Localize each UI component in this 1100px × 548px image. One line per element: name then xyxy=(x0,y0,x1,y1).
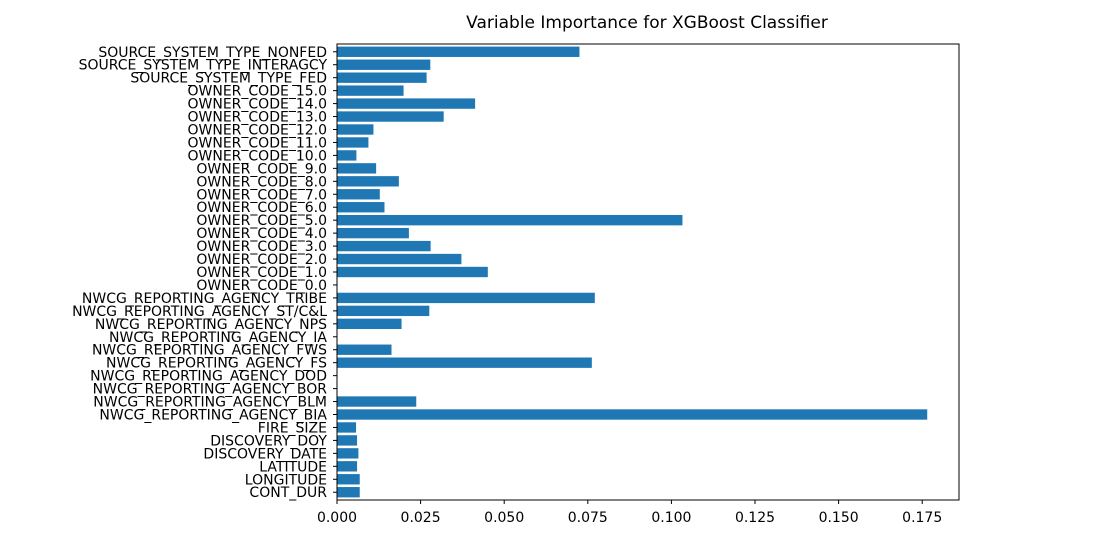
y-tick-label: SOURCE_SYSTEM_TYPE_INTERAGCY xyxy=(79,58,328,74)
bar xyxy=(337,422,357,433)
y-ticks-group: CONT_DURLONGITUDELATITUDEDISCOVERY_DATED… xyxy=(72,45,337,501)
y-tick-label: OWNER_CODE_7.0 xyxy=(196,187,327,203)
y-tick-label: OWNER_CODE_10.0 xyxy=(187,148,327,164)
bar xyxy=(337,202,385,213)
y-tick-label: NWCG_REPORTING_AGENCY_IA xyxy=(109,330,327,346)
bar xyxy=(337,150,357,161)
y-tick-label: CONT_DUR xyxy=(249,485,327,501)
x-tick-label: 0.000 xyxy=(317,510,357,526)
y-tick-label: SOURCE_SYSTEM_TYPE_FED xyxy=(130,71,327,87)
bar xyxy=(337,137,369,148)
y-tick-label: NWCG_REPORTING_AGENCY_FS xyxy=(106,356,327,372)
y-tick-label: LATITUDE xyxy=(259,459,327,475)
x-tick-label: 0.025 xyxy=(401,510,441,526)
bar xyxy=(337,59,431,70)
bar xyxy=(337,111,444,122)
y-tick-label: OWNER_CODE_6.0 xyxy=(196,200,327,216)
y-tick-label: NWCG_REPORTING_AGENCY_FWS xyxy=(92,343,327,359)
bar xyxy=(337,266,488,278)
x-tick-label: 0.175 xyxy=(902,510,942,526)
y-tick-label: NWCG_REPORTING_AGENCY_ST/C&L xyxy=(72,304,327,320)
x-tick-label: 0.050 xyxy=(484,510,524,526)
y-tick-label: DISCOVERY_DOY xyxy=(210,433,327,449)
bar xyxy=(337,344,392,355)
y-tick-label: FIRE_SIZE xyxy=(258,420,327,436)
y-tick-label: NWCG_REPORTING_AGENCY_BIA xyxy=(99,408,327,424)
bar xyxy=(337,72,427,83)
x-tick-label: 0.125 xyxy=(735,510,775,526)
bar xyxy=(337,85,404,96)
x-tick-label: 0.100 xyxy=(651,510,691,526)
bar xyxy=(337,46,580,57)
bar xyxy=(337,240,431,252)
bar xyxy=(337,292,595,304)
x-tick-label: 0.075 xyxy=(568,510,608,526)
bar xyxy=(337,124,374,135)
y-tick-label: OWNER_CODE_8.0 xyxy=(196,174,327,190)
chart-title: Variable Importance for XGBoost Classifi… xyxy=(466,13,828,33)
y-tick-label: NWCG_REPORTING_AGENCY_BOR xyxy=(93,382,328,398)
y-tick-label: OWNER_CODE_14.0 xyxy=(187,97,327,113)
y-tick-label: OWNER_CODE_0.0 xyxy=(196,278,327,294)
y-tick-label: NWCG_REPORTING_AGENCY_TRIBE xyxy=(82,291,327,307)
y-tick-label: OWNER_CODE_2.0 xyxy=(196,252,327,268)
bar xyxy=(337,461,358,472)
y-tick-label: LONGITUDE xyxy=(245,472,327,488)
x-ticks-group: 0.000 0.025 0.050 0.075 0.100 0.125 0.150 0.175 xyxy=(317,500,942,526)
y-tick-label: SOURCE_SYSTEM_TYPE_NONFED xyxy=(98,45,327,61)
bar xyxy=(337,98,476,109)
bar xyxy=(337,163,377,174)
bar xyxy=(337,215,683,226)
axes-frame xyxy=(336,43,960,501)
bar xyxy=(337,189,380,200)
bar xyxy=(337,448,359,459)
y-tick-label: OWNER_CODE_5.0 xyxy=(196,213,327,229)
y-tick-label: NWCG_REPORTING_AGENCY_BLM xyxy=(93,395,327,411)
bar xyxy=(337,318,402,329)
bar xyxy=(337,396,417,407)
y-tick-label: NWCG_REPORTING_AGENCY_DOD xyxy=(90,369,327,385)
bar xyxy=(337,474,360,485)
bar xyxy=(337,305,430,317)
y-tick-label: OWNER_CODE_3.0 xyxy=(196,239,327,255)
bar xyxy=(337,435,358,446)
y-tick-label: OWNER_CODE_9.0 xyxy=(196,161,327,177)
bar xyxy=(337,227,409,239)
y-tick-label: OWNER_CODE_12.0 xyxy=(187,123,327,139)
x-tick-label: 0.150 xyxy=(819,510,859,526)
y-tick-label: OWNER_CODE_15.0 xyxy=(187,84,327,100)
y-tick-label: OWNER_CODE_4.0 xyxy=(196,226,327,242)
bars-group xyxy=(337,46,928,498)
bar xyxy=(337,409,928,420)
y-tick-label: OWNER_CODE_13.0 xyxy=(187,110,327,126)
bar xyxy=(337,176,399,187)
y-tick-label: OWNER_CODE_11.0 xyxy=(187,135,327,151)
bar xyxy=(337,487,360,498)
y-tick-label: OWNER_CODE_1.0 xyxy=(196,265,327,281)
bar xyxy=(337,253,462,265)
bar xyxy=(337,357,592,368)
y-tick-label: NWCG_REPORTING_AGENCY_NPS xyxy=(95,317,327,333)
y-tick-label: DISCOVERY_DATE xyxy=(203,446,327,462)
